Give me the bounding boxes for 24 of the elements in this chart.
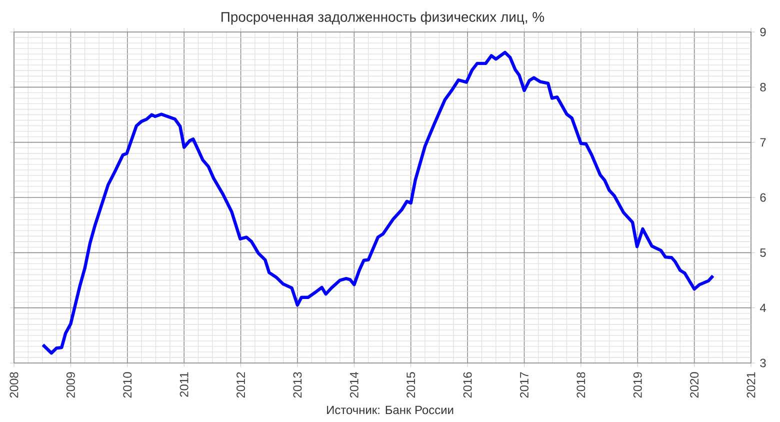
x-tick-label: 2013	[293, 372, 302, 398]
x-tick-label: 2009	[66, 372, 75, 398]
x-tick-label: 2018	[576, 372, 586, 398]
x-tick-label: 2016	[463, 372, 472, 398]
x-tick-label: 2020	[690, 372, 699, 398]
y-tick-label: 9	[760, 28, 766, 36]
x-tick-label: 2014	[350, 372, 358, 398]
x-tick-label: 2017	[520, 372, 528, 398]
x-tick-label: 2012	[236, 372, 246, 398]
y-tick-label: 6	[760, 193, 766, 202]
line-series	[41, 50, 715, 355]
x-tick-label: 2019	[633, 372, 642, 398]
x-tick-label: 2021	[746, 372, 756, 398]
y-tick-label: 5	[760, 248, 766, 257]
chart-title: Просроченная задолженность физических лиц, %	[222, 12, 544, 25]
x-tick-label: 2010	[123, 372, 132, 398]
y-tick-label: 4	[760, 304, 766, 312]
y-tick-label: 3	[760, 358, 766, 368]
x-tick-label: 2008	[10, 372, 18, 398]
text: Источник: Банк России	[327, 406, 454, 414]
x-tick-label: 2015	[406, 372, 416, 398]
y-tick-label: 8	[760, 82, 766, 92]
y-tick-label: 7	[760, 138, 766, 146]
x-tick-label: 2011	[180, 372, 188, 397]
